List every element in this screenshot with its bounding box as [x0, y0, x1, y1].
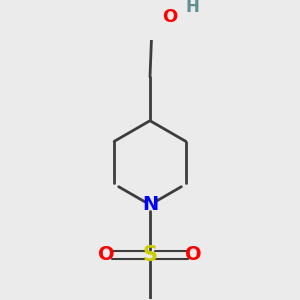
- Text: O: O: [98, 245, 115, 264]
- Text: O: O: [162, 8, 177, 26]
- Text: S: S: [142, 245, 158, 265]
- Text: O: O: [185, 245, 202, 264]
- Text: H: H: [186, 0, 200, 16]
- Text: N: N: [142, 195, 158, 214]
